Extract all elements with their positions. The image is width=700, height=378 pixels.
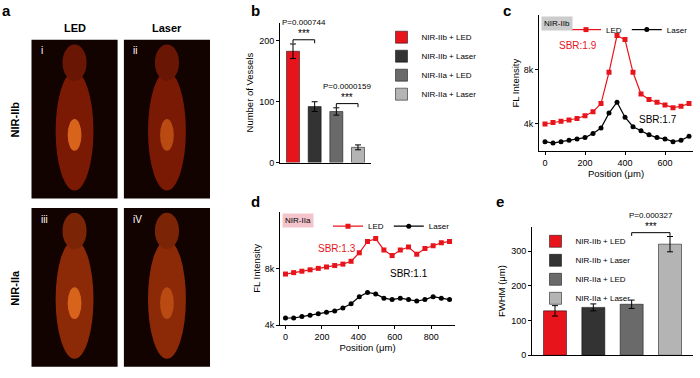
svg-text:iii: iii bbox=[41, 214, 48, 225]
svg-text:i: i bbox=[41, 45, 43, 56]
svg-text:Position (μm): Position (μm) bbox=[339, 342, 395, 353]
svg-text:P=0.0000159: P=0.0000159 bbox=[323, 82, 371, 91]
svg-text:600: 600 bbox=[387, 332, 402, 342]
svg-text:***: *** bbox=[298, 28, 310, 39]
svg-text:ii: ii bbox=[133, 45, 137, 56]
svg-text:300: 300 bbox=[511, 246, 526, 256]
svg-text:SBR:1.1: SBR:1.1 bbox=[390, 268, 428, 279]
svg-text:0: 0 bbox=[269, 158, 274, 168]
svg-text:4k: 4k bbox=[524, 119, 534, 129]
svg-text:800: 800 bbox=[424, 332, 439, 342]
svg-text:LED: LED bbox=[64, 22, 86, 34]
svg-text:200: 200 bbox=[511, 281, 526, 291]
svg-text:NIR-IIa + LED: NIR-IIa + LED bbox=[422, 71, 472, 80]
svg-text:NIR-IIb + LED: NIR-IIb + LED bbox=[576, 237, 626, 246]
svg-text:Laser: Laser bbox=[667, 26, 687, 35]
svg-text:NIR-IIa + Laser: NIR-IIa + Laser bbox=[422, 90, 477, 99]
svg-text:LED: LED bbox=[606, 26, 622, 35]
svg-text:FL Intensity: FL Intensity bbox=[510, 59, 521, 108]
svg-text:400: 400 bbox=[617, 158, 632, 168]
svg-text:400: 400 bbox=[351, 332, 366, 342]
svg-text:***: *** bbox=[645, 221, 657, 232]
svg-text:200: 200 bbox=[259, 36, 274, 46]
svg-text:FWHM (μm): FWHM (μm) bbox=[496, 265, 507, 317]
svg-text:a: a bbox=[2, 2, 11, 19]
svg-text:Laser: Laser bbox=[429, 222, 449, 231]
svg-text:NIR-IIb + LED: NIR-IIb + LED bbox=[422, 33, 472, 42]
svg-text:NIR-IIa: NIR-IIa bbox=[285, 216, 311, 225]
svg-text:100: 100 bbox=[511, 316, 526, 326]
svg-text:200: 200 bbox=[577, 158, 592, 168]
svg-text:NIR-IIa + LED: NIR-IIa + LED bbox=[576, 275, 626, 284]
svg-text:NIR-IIb: NIR-IIb bbox=[544, 19, 570, 28]
svg-text:NIR-IIa + Laser: NIR-IIa + Laser bbox=[576, 294, 631, 303]
svg-text:P=0.000744: P=0.000744 bbox=[282, 18, 326, 27]
svg-text:SBR:1.7: SBR:1.7 bbox=[639, 114, 677, 125]
svg-text:P=0.000327: P=0.000327 bbox=[629, 211, 673, 220]
svg-text:NIR-IIb + Laser: NIR-IIb + Laser bbox=[576, 256, 631, 265]
svg-text:8k: 8k bbox=[524, 65, 534, 75]
svg-text:0: 0 bbox=[542, 158, 547, 168]
svg-text:d: d bbox=[251, 193, 260, 210]
svg-text:Laser: Laser bbox=[152, 22, 182, 34]
svg-text:NIR-IIb + Laser: NIR-IIb + Laser bbox=[422, 52, 477, 61]
svg-text:NIR-IIa: NIR-IIa bbox=[9, 270, 21, 306]
svg-text:SBR:1.9: SBR:1.9 bbox=[559, 40, 597, 51]
svg-text:b: b bbox=[251, 2, 260, 19]
svg-text:0: 0 bbox=[283, 332, 288, 342]
svg-text:Number of Vessels: Number of Vessels bbox=[244, 52, 255, 132]
svg-text:FL Intensity: FL Intensity bbox=[251, 244, 262, 293]
svg-text:NIR-IIb: NIR-IIb bbox=[9, 102, 21, 138]
svg-text:100: 100 bbox=[259, 97, 274, 107]
svg-text:***: *** bbox=[341, 92, 353, 103]
svg-text:200: 200 bbox=[314, 332, 329, 342]
svg-text:600: 600 bbox=[657, 158, 672, 168]
svg-text:Position (μm): Position (μm) bbox=[588, 168, 644, 179]
svg-text:SBR:1.3: SBR:1.3 bbox=[318, 243, 356, 254]
svg-text:LED: LED bbox=[368, 222, 384, 231]
svg-text:e: e bbox=[496, 193, 504, 210]
svg-text:c: c bbox=[503, 2, 511, 19]
svg-text:4k: 4k bbox=[265, 320, 275, 330]
svg-text:0: 0 bbox=[521, 350, 526, 360]
svg-text:iV: iV bbox=[133, 214, 142, 225]
svg-text:8k: 8k bbox=[265, 264, 275, 274]
